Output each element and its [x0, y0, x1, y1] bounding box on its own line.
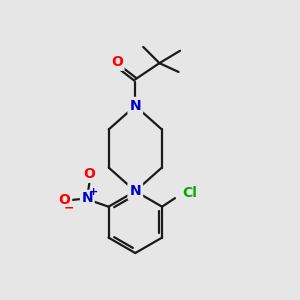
Text: −: −	[64, 202, 74, 215]
Text: O: O	[84, 167, 96, 181]
Text: N: N	[82, 191, 93, 206]
Text: N: N	[130, 184, 141, 198]
Text: N: N	[130, 99, 141, 113]
Text: +: +	[89, 187, 98, 197]
Text: O: O	[59, 193, 70, 207]
Text: Cl: Cl	[182, 185, 197, 200]
Text: O: O	[111, 55, 123, 69]
